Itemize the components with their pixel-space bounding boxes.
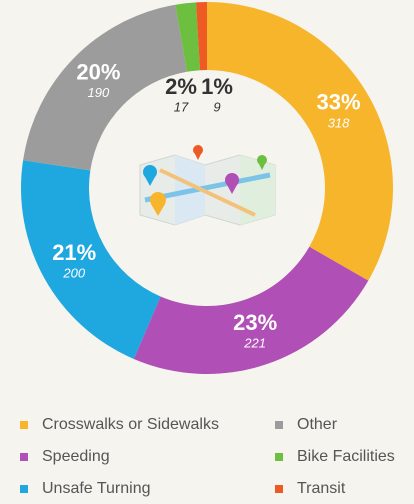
donut-segment [133, 246, 369, 374]
percent-label: 23% [233, 310, 277, 335]
donut-segment [207, 2, 393, 281]
legend-swatch [20, 453, 28, 461]
donut-segment [175, 2, 201, 72]
count-label: 9 [213, 99, 220, 114]
legend-label: Speeding [42, 448, 110, 465]
count-label: 200 [62, 265, 85, 280]
legend-swatch [275, 453, 283, 461]
count-label: 318 [328, 115, 350, 130]
legend-label: Bike Facilities [297, 448, 395, 465]
percent-label: 20% [76, 59, 120, 84]
legend-swatch [275, 421, 283, 429]
legend-swatch [275, 485, 283, 493]
legend-label: Other [297, 416, 338, 433]
donut-segment [20, 160, 161, 359]
donut-segment [23, 4, 187, 171]
count-label: 190 [88, 85, 110, 100]
percent-label: 1% [201, 74, 233, 99]
map-icon [139, 145, 276, 226]
legend-label: Crosswalks or Sidewalks [42, 416, 219, 433]
count-label: 221 [243, 336, 266, 351]
percent-label: 2% [165, 74, 197, 99]
count-label: 17 [174, 99, 189, 114]
legend-label: Transit [297, 480, 346, 497]
donut-segment [195, 2, 207, 71]
legend-label: Unsafe Turning [42, 480, 151, 497]
legend-swatch [20, 421, 28, 429]
percent-label: 33% [317, 90, 361, 115]
percent-label: 21% [52, 240, 96, 265]
legend-swatch [20, 485, 28, 493]
